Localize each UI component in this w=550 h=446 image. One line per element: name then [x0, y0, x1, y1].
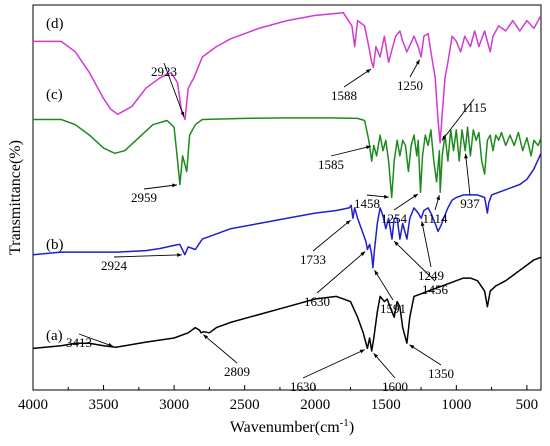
annotation-arrowhead-3	[441, 135, 447, 141]
curve-label-2: (b)	[46, 237, 64, 253]
annotation-arrowhead-4	[172, 183, 177, 188]
annotation-label-12: 1591	[380, 301, 406, 316]
curve-label-3: (a)	[46, 328, 63, 344]
annotation-arrowhead-0	[180, 111, 185, 117]
annotation-arrow-13	[393, 240, 436, 282]
annotation-label-18: 1630	[290, 379, 316, 394]
annotation-arrow-17	[203, 334, 238, 364]
annotation-arrow-11	[316, 251, 366, 294]
plot-frame	[32, 4, 542, 391]
annotation-label-8: 1114	[422, 211, 448, 226]
series-line-2	[32, 152, 542, 269]
series-line-1	[33, 117, 542, 199]
annotation-arrowhead-1	[365, 69, 371, 74]
annotation-arrowhead-17	[203, 334, 209, 340]
annotation-label-15: 2924	[101, 258, 128, 273]
annotation-label-3: 1115	[461, 100, 486, 115]
annotation-label-19: 1600	[382, 379, 408, 394]
annotation-arrow-20	[409, 344, 442, 366]
annotation-arrowhead-6	[383, 194, 389, 199]
annotation-arrow-19	[373, 352, 396, 379]
annotation-label-16: 3413	[66, 335, 92, 350]
annotation-label-17: 2809	[224, 364, 250, 379]
y-axis-label: Transmittance(%)	[7, 140, 24, 255]
annotation-label-13: 1456	[422, 282, 449, 297]
annotation-arrowhead-11	[360, 251, 366, 256]
annotation-label-6: 1458	[354, 196, 380, 211]
x-tick-label-6: 1000	[441, 397, 471, 413]
annotation-arrow-4	[143, 184, 177, 190]
x-axis-label: Wavenumber(cm-1)	[230, 417, 354, 436]
annotation-arrow-7	[393, 193, 419, 211]
annotation-arrow-5	[330, 145, 371, 157]
annotation-arrow-12	[374, 270, 394, 301]
x-tick-label-2: 3000	[159, 397, 189, 413]
x-axis-label-text: Wavenumber(cm	[230, 419, 340, 436]
annotation-arrow-0	[163, 62, 185, 117]
annotation-arrowhead-15	[177, 253, 182, 257]
annotation-arrowhead-19	[373, 353, 379, 359]
annotation-label-0: 2923	[151, 64, 177, 79]
annotation-arrow-10	[312, 219, 351, 252]
annotation-arrow-14	[421, 221, 432, 268]
curve-label-1: (c)	[46, 87, 63, 103]
x-tick-label-3: 2500	[230, 397, 260, 413]
annotation-label-20: 1350	[428, 366, 454, 381]
annotation-arrowhead-5	[365, 145, 371, 150]
annotation-arrow-1	[343, 68, 372, 88]
series-line-0	[33, 12, 542, 144]
annotation-arrowhead-13	[394, 241, 399, 246]
annotation-label-1: 1588	[331, 88, 357, 103]
annotation-arrowhead-10	[345, 220, 351, 225]
annotation-arrow-15	[113, 254, 182, 258]
annotation-label-14: 1249	[418, 268, 444, 283]
x-axis-label-close: )	[349, 419, 354, 436]
annotation-arrowhead-18	[359, 349, 365, 354]
annotation-label-4: 2959	[131, 190, 157, 205]
annotation-label-2: 1250	[397, 78, 423, 93]
annotation-label-5: 1585	[318, 157, 344, 172]
curve-label-0: (d)	[46, 16, 64, 32]
x-tick-label-1: 3500	[89, 397, 119, 413]
annotation-arrow-9	[465, 153, 471, 196]
x-axis-label-sup: -1	[340, 417, 349, 429]
annotation-arrow-3	[441, 98, 475, 141]
annotation-label-7: 1254	[381, 211, 408, 226]
annotation-label-10: 1733	[300, 252, 326, 267]
x-tick-label-7: 500	[516, 397, 539, 413]
x-tick-label-5: 1500	[371, 397, 401, 413]
annotation-arrowhead-9	[464, 153, 468, 159]
annotation-arrowhead-16	[108, 342, 114, 347]
annotation-label-9: 937	[460, 196, 480, 211]
annotation-arrowhead-2	[415, 59, 420, 65]
annotation-arrowhead-7	[413, 193, 418, 199]
annotation-arrowhead-12	[374, 270, 379, 276]
x-tick-label-4: 2000	[300, 397, 330, 413]
annotation-arrow-16	[78, 333, 114, 347]
x-tick-label-0: 4000	[18, 397, 48, 413]
annotation-arrow-18	[302, 349, 365, 379]
series-line-3	[32, 256, 542, 352]
annotation-arrowhead-20	[409, 344, 415, 349]
annotation-label-11: 1630	[304, 294, 330, 309]
annotation-arrowhead-8	[436, 195, 440, 201]
annotation-arrowhead-14	[420, 221, 425, 227]
